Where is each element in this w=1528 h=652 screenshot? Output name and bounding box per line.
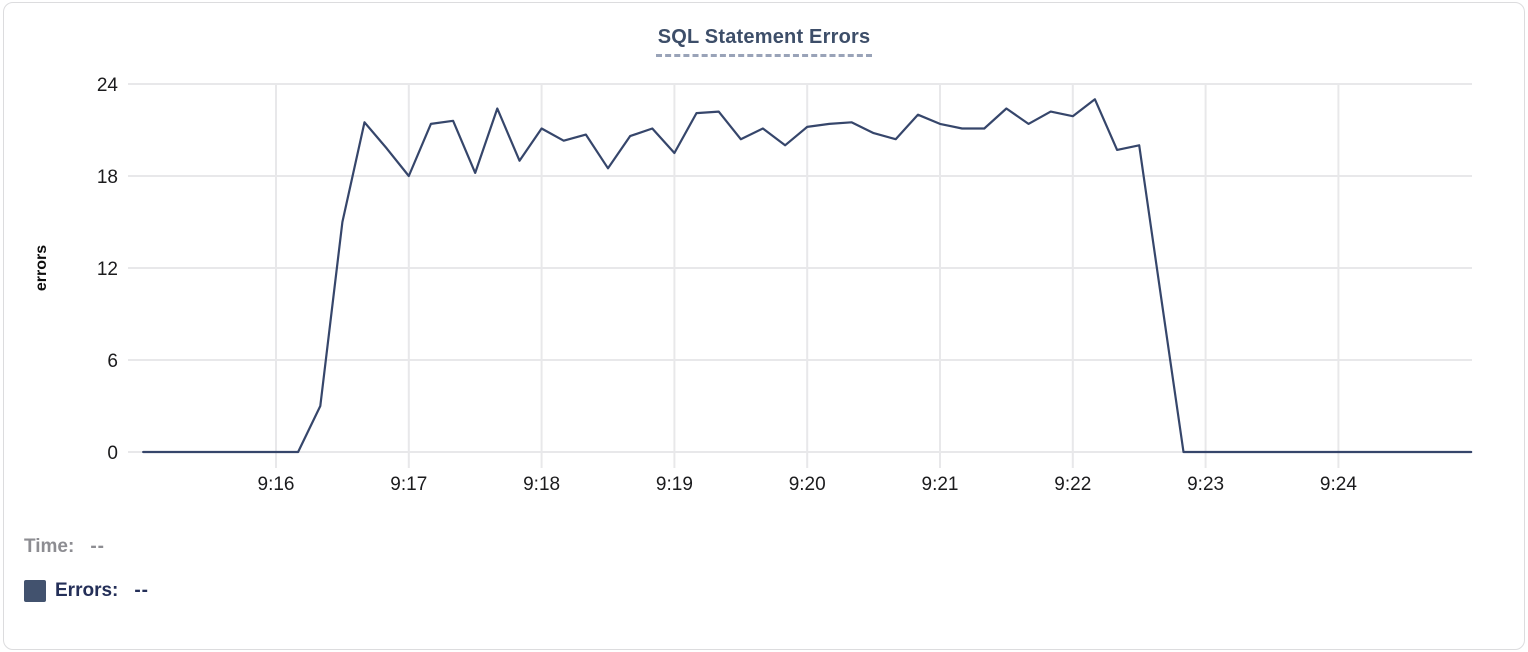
x-tick-label: 9:22: [1054, 474, 1091, 495]
legend-errors-label: Errors:: [55, 580, 119, 601]
errors-line-chart[interactable]: 0 6 12 18 24 9:16 9:17 9:18 9:19 9:20 9:21 9:22 9:23…: [0, 0, 1528, 512]
y-axis-title: errors: [33, 245, 50, 291]
hover-legend: Time: -- Errors: --: [24, 534, 149, 622]
x-tick-label: 9:24: [1320, 474, 1357, 495]
x-tick-label: 9:19: [656, 474, 693, 495]
x-tick-label: 9:16: [258, 474, 295, 495]
errors-series-line: [142, 98, 1473, 454]
chart-title-wrap: SQL Statement Errors: [0, 26, 1528, 57]
legend-time-value: --: [90, 536, 105, 557]
legend-errors-value: --: [134, 580, 150, 601]
x-tick-label: 9:23: [1187, 474, 1224, 495]
y-tick-label: 12: [97, 259, 118, 280]
y-tick-label: 6: [107, 351, 118, 372]
y-tick-label: 18: [97, 167, 118, 188]
chart-card: [3, 2, 1525, 650]
y-tick-label: 24: [97, 75, 119, 96]
legend-time-label: Time:: [24, 536, 75, 557]
legend-errors-row: Errors: --: [24, 578, 149, 604]
x-tick-label: 9:18: [523, 474, 560, 495]
legend-time-row: Time: --: [24, 534, 149, 560]
x-tick-label: 9:21: [922, 474, 959, 495]
chart-title-link[interactable]: SQL Statement Errors: [655, 26, 873, 57]
errors-series-swatch: [24, 580, 46, 602]
x-tick-label: 9:17: [390, 474, 427, 495]
y-tick-label: 0: [107, 443, 118, 464]
x-tick-label: 9:20: [789, 474, 826, 495]
